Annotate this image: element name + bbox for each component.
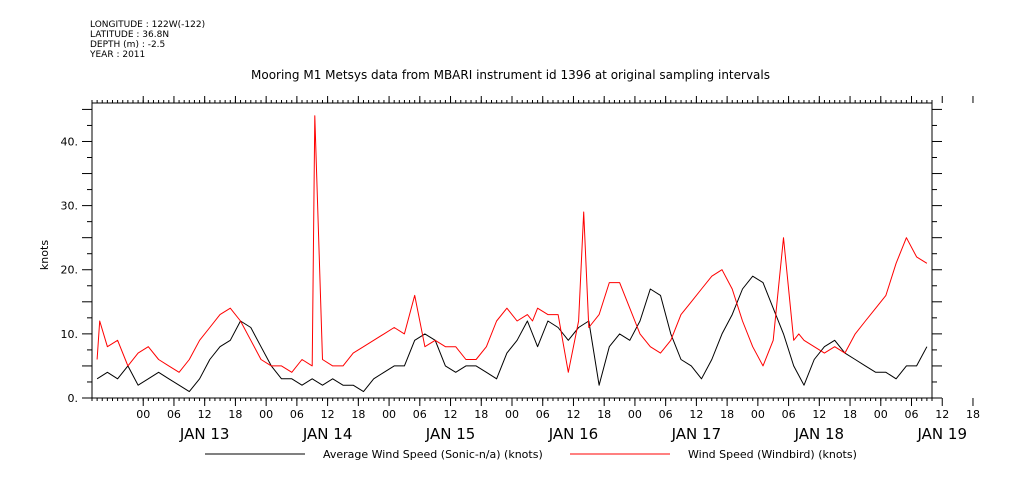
x-day-label: JAN 15 [425,425,476,443]
x-tick-label: 18 [228,408,242,421]
x-day-label: JAN 16 [548,425,599,443]
chart-title-wrap: Mooring M1 Metsys data from MBARI instru… [0,68,1009,82]
x-tick-label: 18 [966,408,980,421]
x-tick-label: 06 [782,408,796,421]
x-tick-label: 12 [566,408,580,421]
x-tick-label: 00 [382,408,396,421]
legend-label-sonic: Average Wind Speed (Sonic-n/a) (knots) [323,448,543,461]
x-tick-label: 18 [351,408,365,421]
x-tick-label: 06 [290,408,304,421]
x-day-label: JAN 14 [302,425,353,443]
y-tick-label: 0. [68,392,79,405]
x-day-label: JAN 18 [794,425,845,443]
x-tick-label: 06 [167,408,181,421]
x-day-label: JAN 13 [179,425,230,443]
x-tick-label: 00 [751,408,765,421]
longitude-label: LONGITUDE : 122W(-122) [90,20,206,30]
x-tick-label: 00 [874,408,888,421]
x-tick-label: 12 [198,408,212,421]
y-tick-label: 40. [61,135,79,148]
latitude-label: LATITUDE : 36.8N [90,30,170,40]
x-tick-label: 18 [843,408,857,421]
depth-label: DEPTH (m) : -2.5 [90,40,166,50]
series-line-sonic [96,275,928,393]
x-tick-label: 12 [689,408,703,421]
x-tick-label: 18 [474,408,488,421]
plot-frame [91,102,933,399]
x-day-label: JAN 19 [916,425,967,443]
x-tick-label: 06 [413,408,427,421]
y-tick-label: 20. [61,264,79,277]
x-tick-label: 00 [136,408,150,421]
x-tick-label: 00 [628,408,642,421]
y-tick-label: 30. [61,200,79,213]
x-tick-label: 00 [259,408,273,421]
x-tick-label: 06 [659,408,673,421]
x-tick-label: 06 [536,408,550,421]
year-label: YEAR : 2011 [90,50,146,60]
chart-title: Mooring M1 Metsys data from MBARI instru… [251,68,770,82]
x-tick-label: 12 [321,408,335,421]
x-day-label: JAN 17 [671,425,722,443]
x-tick-label: 12 [444,408,458,421]
x-tick-label: 18 [720,408,734,421]
series-line-windbird [96,115,928,373]
x-tick-label: 12 [812,408,826,421]
y-axis-label: knots [38,240,51,270]
x-tick-label: 18 [597,408,611,421]
legend-label-windbird: Wind Speed (Windbird) (knots) [688,448,857,461]
x-tick-label: 12 [935,408,949,421]
y-tick-label: 10. [61,328,79,341]
x-tick-label: 06 [905,408,919,421]
metadata-block: LONGITUDE : 122W(-122) LATITUDE : 36.8N … [90,20,205,60]
x-tick-label: 00 [505,408,519,421]
